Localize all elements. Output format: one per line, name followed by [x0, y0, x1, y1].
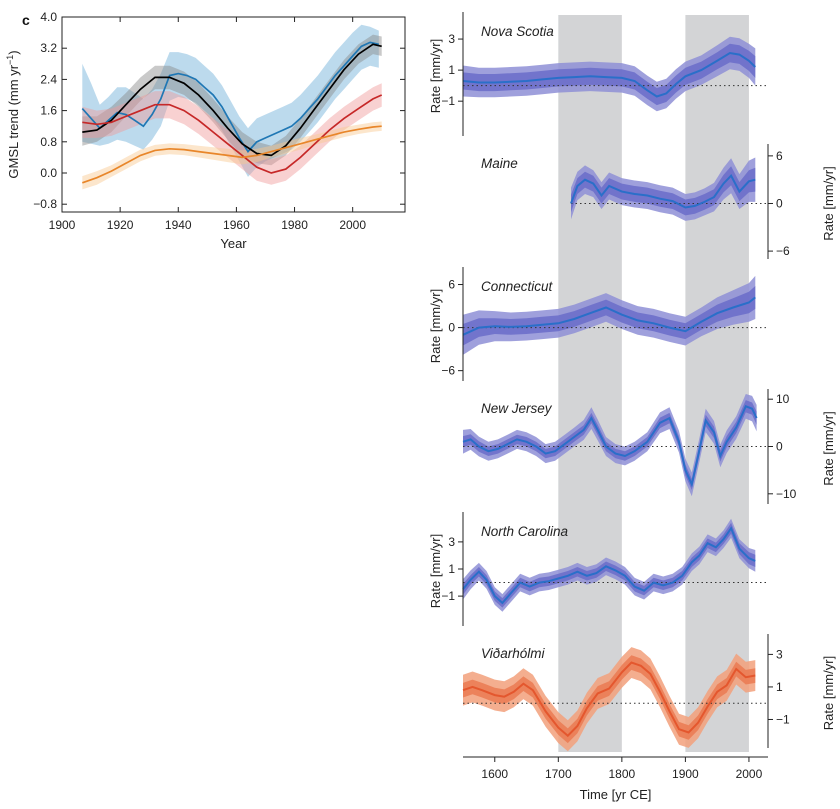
- series-2-band: [82, 34, 382, 166]
- y-tick-label: 0: [776, 440, 783, 454]
- x-tick-label: 1900: [49, 218, 76, 232]
- gmsl-trend-chart: c −0.8 0.0 0.8 1.6 2.4 3.2 4.0 1900 1920 1940 1960 1…: [5, 10, 406, 251]
- series-1-line: [81, 41, 379, 154]
- y-tick-label: −0.8: [33, 197, 57, 211]
- inner-band: [463, 43, 756, 106]
- y-axis-label: Rate [mm/yr]: [428, 289, 443, 363]
- plot-frame: [61, 16, 406, 213]
- y-tick-label: 1: [448, 562, 455, 576]
- y-tick-label: −1: [776, 712, 790, 726]
- x-tick-label: 1980: [281, 218, 308, 232]
- inner-band: [463, 400, 757, 490]
- plot-area: [81, 24, 383, 190]
- site-label: Maine: [481, 156, 518, 171]
- y-tick-label: 0: [776, 196, 783, 210]
- y-tick-label: 0.8: [40, 135, 57, 149]
- y-axis-label-sup: −1: [5, 55, 15, 65]
- series-1-band: [82, 24, 379, 177]
- panel-connecticut: Connecticut −6 0 6 Rate [mm/yr]: [428, 267, 768, 381]
- x-tick-label: 2000: [736, 767, 763, 781]
- y-axis-label: Rate [mm/yr]: [821, 656, 836, 730]
- site-label: Viðarhólmi: [481, 646, 546, 661]
- y-tick-label: −1: [441, 94, 455, 108]
- panel-nova-scotia: Nova Scotia −1 1 3 Rate [mm/yr]: [428, 12, 768, 136]
- site-label: North Carolina: [481, 524, 569, 539]
- y-tick-label: 1: [776, 680, 783, 694]
- series-line: [462, 661, 756, 738]
- y-tick-label: 2.4: [40, 72, 57, 86]
- site-label: Connecticut: [481, 279, 554, 294]
- y-tick-label: 6: [776, 149, 783, 163]
- y-axis-label-close: ): [6, 50, 21, 54]
- x-tick-label: 1960: [223, 218, 250, 232]
- series-4-line: [82, 125, 382, 184]
- y-tick-label: 10: [776, 392, 790, 406]
- x-tick-label: 2000: [339, 218, 366, 232]
- series-line: [570, 174, 756, 209]
- y-tick-label: −6: [776, 244, 790, 258]
- y-axis-label: GMSL trend (mm yr−1): [5, 50, 21, 178]
- shaded-interval: [685, 15, 749, 752]
- y-tick-label: 0: [448, 321, 455, 335]
- shaded-interval: [558, 15, 622, 752]
- x-tick-label: 1600: [481, 767, 508, 781]
- panel-vi-arh-lmi: Viðarhólmi −1 1 3 Rate [mm/yr]: [462, 634, 836, 752]
- y-axis-label: Rate [mm/yr]: [428, 39, 443, 113]
- panel-maine: Maine −6 0 6 Rate [mm/yr]: [481, 144, 836, 259]
- y-tick-label: 6: [448, 278, 455, 292]
- site-label: New Jersey: [481, 401, 553, 416]
- y-tick-label: 4.0: [40, 10, 57, 24]
- series-2-line: [82, 43, 382, 157]
- y-tick-label: 3.2: [40, 41, 57, 55]
- x-tick-label: 1940: [165, 218, 192, 232]
- x-tick-label: 1800: [609, 767, 636, 781]
- series-line: [462, 526, 756, 605]
- x-tick-label: 1900: [672, 767, 699, 781]
- y-tick-label: −6: [441, 364, 455, 378]
- regional-rate-charts: Nova Scotia −1 1 3 Rate [mm/yr] Maine −6 0 6 Rate…: [428, 12, 836, 802]
- x-axis-label: Year: [220, 236, 247, 251]
- inner-band: [571, 166, 756, 216]
- series-3-line: [82, 94, 383, 174]
- series-line: [462, 405, 758, 488]
- y-axis-label: Rate [mm/yr]: [428, 534, 443, 608]
- panel-new-jersey: New Jersey −10 0 10 Rate [mm/yr]: [462, 389, 836, 504]
- series-line: [462, 296, 756, 336]
- y-tick-label: 3: [448, 32, 455, 46]
- y-tick-label: 3: [448, 535, 455, 549]
- y-tick-label: 1.6: [40, 104, 57, 118]
- y-tick-label: −10: [776, 487, 797, 501]
- y-axis-label: Rate [mm/yr]: [821, 166, 836, 240]
- panel-label: c: [22, 12, 30, 28]
- y-axis-label: Rate [mm/yr]: [821, 411, 836, 485]
- y-tick-label: 3: [776, 647, 783, 661]
- x-tick-label: 1920: [107, 218, 134, 232]
- x-axis-label: Time [yr CE]: [580, 787, 652, 802]
- y-axis-label-main: GMSL trend (mm yr: [6, 64, 21, 178]
- panel-north-carolina: North Carolina −1 1 3 Rate [mm/yr]: [428, 512, 768, 626]
- series-line: [462, 51, 756, 98]
- site-label: Nova Scotia: [481, 24, 554, 39]
- y-tick-label: −1: [441, 589, 455, 603]
- inner-band: [463, 522, 756, 608]
- y-tick-label: 0.0: [40, 166, 57, 180]
- y-tick-label: 1: [448, 63, 455, 77]
- x-tick-label: 1700: [545, 767, 572, 781]
